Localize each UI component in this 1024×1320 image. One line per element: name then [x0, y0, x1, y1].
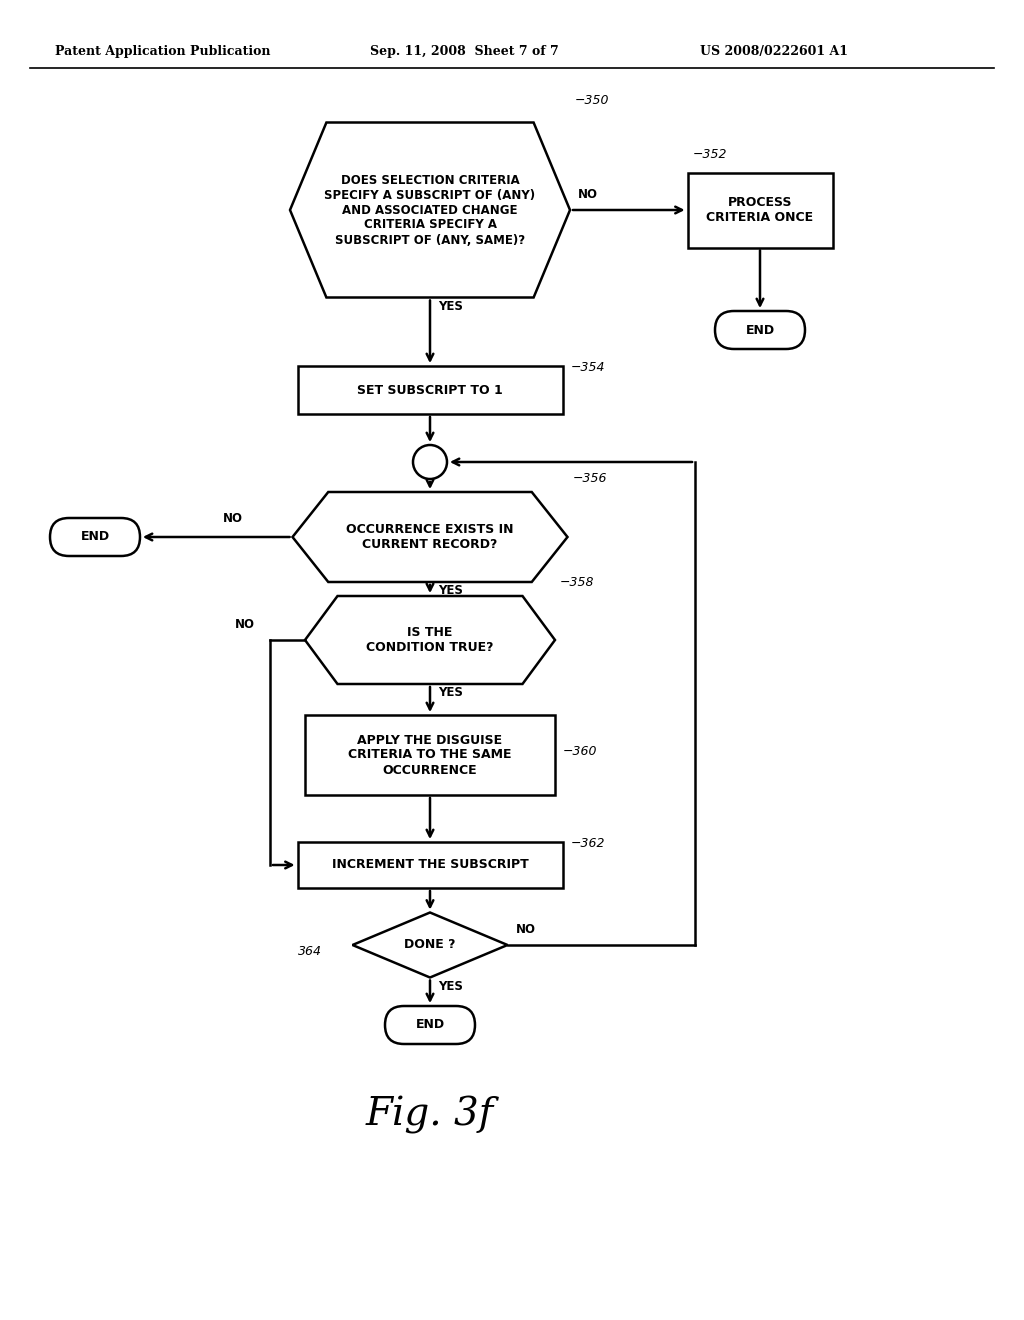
- Text: −352: −352: [692, 148, 727, 161]
- Text: NO: NO: [515, 923, 536, 936]
- Text: SET SUBSCRIPT TO 1: SET SUBSCRIPT TO 1: [357, 384, 503, 396]
- Text: NO: NO: [222, 512, 243, 525]
- Text: −358: −358: [560, 576, 595, 589]
- Text: −350: −350: [575, 95, 609, 107]
- Text: YES: YES: [438, 583, 463, 597]
- Text: −354: −354: [570, 360, 605, 374]
- Text: −362: −362: [570, 837, 605, 850]
- Text: INCREMENT THE SUBSCRIPT: INCREMENT THE SUBSCRIPT: [332, 858, 528, 871]
- Text: APPLY THE DISGUISE
CRITERIA TO THE SAME
OCCURRENCE: APPLY THE DISGUISE CRITERIA TO THE SAME …: [348, 734, 512, 776]
- Text: 364: 364: [298, 945, 322, 958]
- Text: DONE ?: DONE ?: [404, 939, 456, 952]
- Text: END: END: [745, 323, 774, 337]
- Text: Patent Application Publication: Patent Application Publication: [55, 45, 270, 58]
- Text: PROCESS
CRITERIA ONCE: PROCESS CRITERIA ONCE: [707, 195, 813, 224]
- Text: NO: NO: [234, 618, 255, 631]
- Text: −360: −360: [563, 744, 597, 758]
- Text: −356: −356: [572, 473, 607, 484]
- Text: YES: YES: [438, 300, 463, 313]
- Text: IS THE
CONDITION TRUE?: IS THE CONDITION TRUE?: [367, 626, 494, 653]
- Text: Sep. 11, 2008  Sheet 7 of 7: Sep. 11, 2008 Sheet 7 of 7: [370, 45, 559, 58]
- Text: END: END: [81, 531, 110, 544]
- Text: Fig. 3f: Fig. 3f: [366, 1096, 494, 1134]
- Text: OCCURRENCE EXISTS IN
CURRENT RECORD?: OCCURRENCE EXISTS IN CURRENT RECORD?: [346, 523, 514, 550]
- Text: US 2008/0222601 A1: US 2008/0222601 A1: [700, 45, 848, 58]
- Text: YES: YES: [438, 686, 463, 700]
- Text: DOES SELECTION CRITERIA
SPECIFY A SUBSCRIPT OF (ANY)
AND ASSOCIATED CHANGE
CRITE: DOES SELECTION CRITERIA SPECIFY A SUBSCR…: [325, 173, 536, 247]
- Text: NO: NO: [578, 187, 598, 201]
- Text: END: END: [416, 1019, 444, 1031]
- Text: YES: YES: [438, 979, 463, 993]
